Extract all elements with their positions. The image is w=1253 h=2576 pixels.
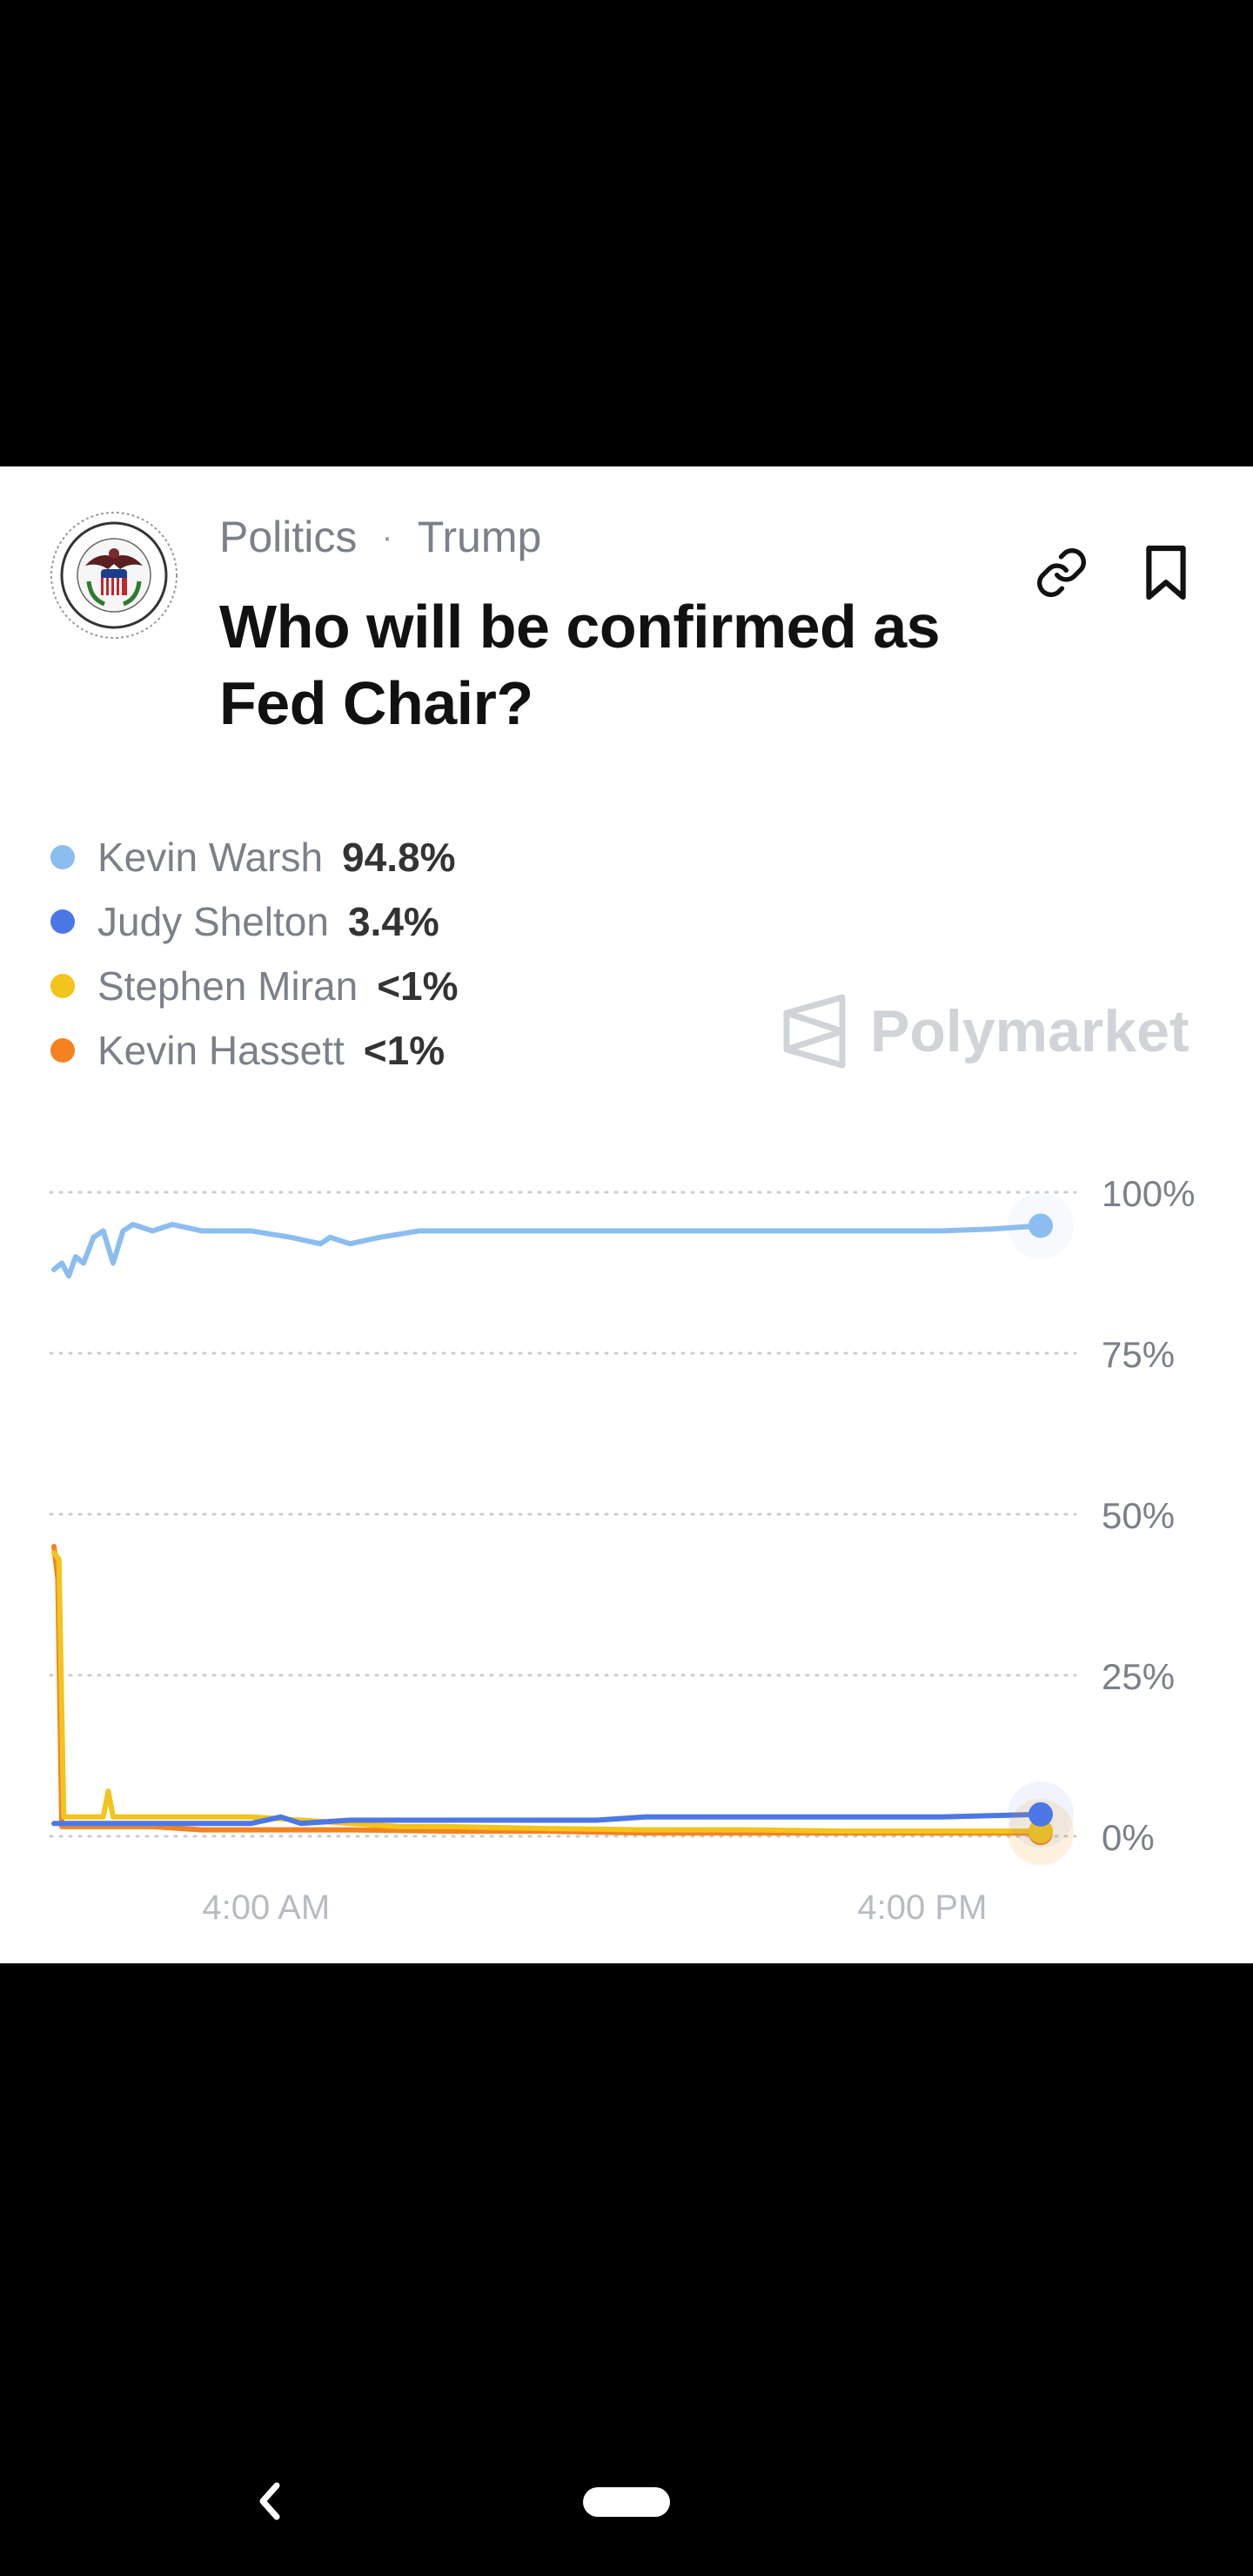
legend-item: Stephen Miran <1% <box>50 954 459 1018</box>
y-tick-label: 25% <box>1102 1656 1175 1697</box>
copy-link-button[interactable] <box>1027 538 1096 607</box>
breadcrumb: Politics · Trump <box>219 512 541 562</box>
endpoint-marker-stephen-miran <box>1029 1819 1053 1844</box>
legend-dot <box>50 909 75 934</box>
polymarket-watermark: Polymarket <box>780 992 1189 1070</box>
market-title: Who will be confirmed as Fed Chair? <box>219 593 941 737</box>
nav-back-button[interactable] <box>252 2477 287 2530</box>
y-tick-label: 75% <box>1102 1334 1175 1375</box>
series-line-kevin-warsh <box>51 1222 1043 1279</box>
legend-item: Kevin Hassett <1% <box>50 1018 459 1083</box>
watermark-text: Polymarket <box>870 998 1189 1064</box>
nav-home-pill[interactable] <box>583 2487 670 2517</box>
legend-name: Kevin Hassett <box>97 1028 345 1073</box>
endpoint-marker-judy-shelton <box>1029 1801 1053 1827</box>
legend-value: <1% <box>377 963 459 1009</box>
federal-reserve-logo <box>50 512 178 639</box>
category-link[interactable]: Politics <box>219 513 358 561</box>
back-chevron-icon <box>259 2482 280 2520</box>
legend-dot <box>50 845 75 869</box>
legend-value: <1% <box>363 1028 446 1073</box>
legend-name: Kevin Warsh <box>97 835 324 880</box>
chart-legend: Kevin Warsh 94.8% Judy Shelton 3.4% Step… <box>50 825 459 1083</box>
series-line-judy-shelton <box>51 1811 1043 1827</box>
bookmark-icon <box>1146 545 1186 600</box>
y-tick-label: 0% <box>1102 1817 1155 1858</box>
y-tick-label: 50% <box>1102 1495 1175 1536</box>
legend-dot <box>50 974 75 998</box>
series-line-kevin-hassett <box>51 1544 1043 1836</box>
polymarket-logo-icon <box>783 994 846 1069</box>
subcategory-link[interactable]: Trump <box>417 513 542 561</box>
legend-item: Kevin Warsh 94.8% <box>50 825 459 889</box>
x-tick-label: 4:00 PM <box>857 1888 987 1927</box>
bookmark-button[interactable] <box>1131 538 1201 607</box>
legend-item: Judy Shelton 3.4% <box>50 889 459 954</box>
legend-name: Judy Shelton <box>97 899 329 944</box>
legend-name: Stephen Miran <box>97 963 358 1009</box>
legend-value: 94.8% <box>342 835 456 880</box>
link-icon <box>1037 548 1086 597</box>
endpoint-marker-kevin-warsh <box>1029 1213 1053 1238</box>
legend-dot <box>50 1038 75 1063</box>
x-tick-label: 4:00 AM <box>202 1888 330 1927</box>
price-chart: 100% 75% 50% 25% 0% 4:00 AM 4:00 PM <box>49 1173 1195 1927</box>
legend-value: 3.4% <box>347 899 439 944</box>
series-line-stephen-miran <box>51 1550 1043 1835</box>
y-tick-label: 100% <box>1102 1173 1195 1214</box>
breadcrumb-separator: · <box>381 517 393 556</box>
